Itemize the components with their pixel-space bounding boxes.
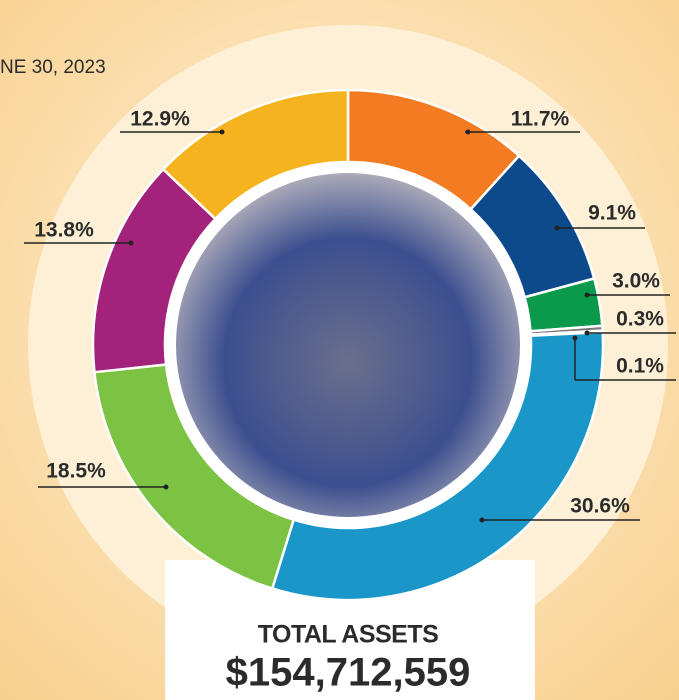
labels: 11.7% 9.1% 3.0% 0.3% 0.1% 30.6% 18.5% 13.8% 12.9… [24, 108, 676, 523]
total-title: TOTAL ASSETS [258, 621, 439, 649]
date-label: NE 30, 2023 [0, 57, 106, 78]
leader-dot [479, 517, 485, 523]
value-label: 12.9% [130, 108, 190, 131]
leader-dot [128, 240, 134, 246]
leader-dot [219, 129, 225, 135]
value-label: 13.8% [34, 219, 94, 242]
photo [176, 173, 520, 517]
leader-dot [163, 484, 169, 490]
leader-dot [584, 292, 590, 298]
value-label: 18.5% [46, 460, 106, 483]
value-label: 3.0% [612, 270, 660, 293]
leader-dot [572, 335, 578, 341]
donut-segment [161, 88, 350, 221]
leader-dot [465, 129, 471, 135]
value-label: 0.1% [616, 355, 664, 378]
donut [91, 88, 605, 602]
value-label: 11.7% [511, 108, 570, 131]
leader-dot [584, 330, 590, 336]
total-value: $154,712,559 [226, 651, 471, 695]
leader-dot [554, 225, 560, 231]
value-label: 30.6% [570, 495, 630, 518]
value-label: 0.3% [616, 308, 664, 331]
value-label: 9.1% [588, 202, 636, 225]
